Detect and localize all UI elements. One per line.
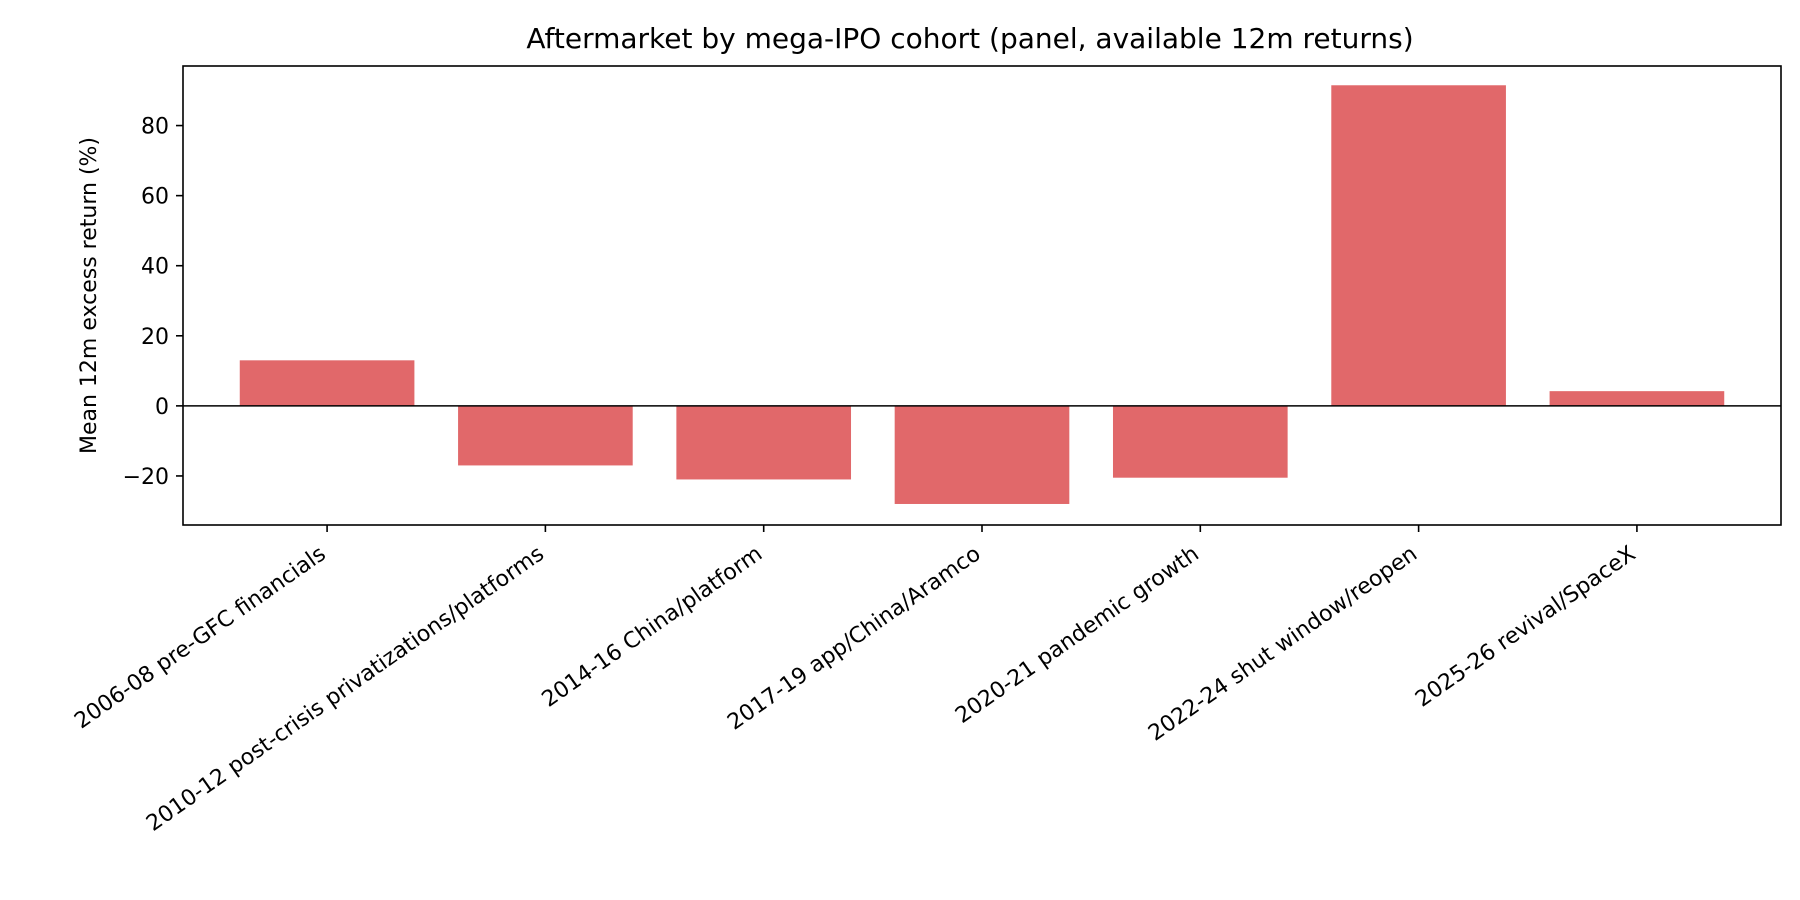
y-tick-label: 40: [141, 255, 169, 280]
y-tick-label: −20: [123, 465, 169, 490]
y-axis-label: Mean 12m excess return (%): [77, 137, 102, 454]
y-axis: −20 0 20 40 60 80: [123, 115, 183, 490]
x-tick-label: 2014-16 China/platform: [538, 541, 767, 712]
bar-2: [458, 405, 633, 466]
bar-6: [1331, 85, 1506, 406]
bar-5: [1112, 405, 1288, 478]
y-tick-label: 0: [155, 395, 169, 420]
x-tick-label: 2017-19 app/China/Aramco: [723, 541, 985, 735]
chart-title: Aftermarket by mega-IPO cohort (panel, a…: [526, 22, 1413, 55]
x-tick-label: 2020-21 pandemic growth: [951, 541, 1204, 728]
bar-4: [894, 405, 1070, 504]
bar-7: [1549, 391, 1725, 406]
x-tick-label: 2010-12 post-crisis privatizations/platf…: [142, 541, 549, 836]
x-tick-label: 2025-26 revival/SpaceX: [1411, 541, 1640, 712]
x-tick-label: 2006-08 pre-GFC financials: [70, 541, 330, 734]
y-tick-label: 20: [141, 325, 169, 350]
bar-3: [676, 405, 852, 480]
y-tick-label: 60: [141, 185, 169, 210]
bar-series: [183, 85, 1781, 504]
bar-1: [239, 360, 415, 406]
y-tick-label: 80: [141, 115, 169, 140]
